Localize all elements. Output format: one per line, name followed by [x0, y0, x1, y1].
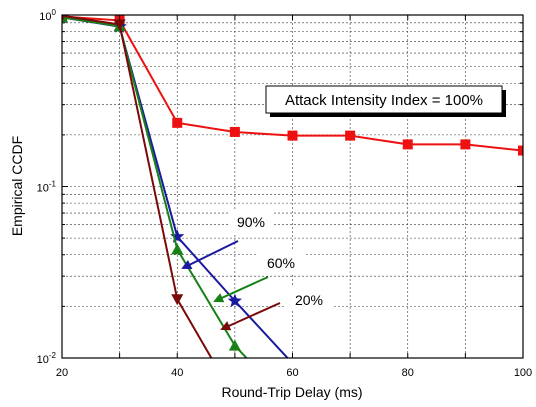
annotation-box [265, 85, 503, 114]
data-point-triangle-down [62, 15, 66, 22]
annotation-1: 90% [181, 209, 274, 269]
series-3 [62, 15, 213, 358]
x-tick-label: 20 [56, 367, 68, 379]
data-point-square [402, 139, 413, 150]
data-point-triangle-up [171, 243, 184, 255]
annotation-text: Attack Intensity Index = 100% [285, 92, 483, 109]
x-tick-label: 80 [402, 367, 414, 379]
data-point-square [229, 126, 240, 137]
data-point-square [460, 139, 471, 150]
data-point-triangle-up [287, 401, 299, 407]
annotation-arrow [220, 302, 281, 331]
annotation-box [228, 209, 274, 233]
x-tick-label: 100 [514, 367, 532, 379]
x-tick-label: 40 [171, 367, 183, 379]
y-tick-label: 10-1 [37, 180, 57, 195]
data-point-star [170, 229, 185, 243]
annotation-0: Attack Intensity Index = 100% [265, 85, 506, 117]
data-point-star [227, 293, 242, 308]
y-axis-label: Empirical CCDF [9, 136, 25, 236]
annotation-box [286, 287, 332, 311]
tick-layer: 20 40 60 80 100 10-2 10-1 100 [37, 8, 533, 379]
data-point-triangle-down [171, 294, 184, 306]
data-point-square [172, 117, 183, 128]
annotation-text: 20% [295, 292, 323, 308]
annotation-2: 60% [213, 250, 304, 303]
x-axis-label: Round-Trip Delay (ms) [221, 384, 362, 400]
annotation-arrow [213, 276, 269, 303]
data-point-triangle-down [113, 19, 126, 31]
series-line [62, 15, 213, 358]
series-2 [62, 15, 299, 407]
annotation-layer: Attack Intensity Index = 100% 90% 60% 20% [181, 85, 506, 331]
series-layer [62, 15, 523, 407]
y-tick-label: 10-2 [37, 351, 57, 366]
annotation-text: 90% [237, 214, 265, 230]
annotation-text: 60% [267, 255, 295, 271]
data-point-triangle-up [228, 339, 241, 351]
annotation-box [258, 250, 304, 274]
y-tick-label: 100 [39, 8, 56, 23]
annotation-3: 20% [220, 287, 332, 331]
data-point-square [518, 145, 523, 156]
data-point-square [345, 130, 356, 141]
annotation-arrow [181, 240, 239, 269]
x-tick-label: 60 [286, 367, 298, 379]
data-point-square [287, 130, 298, 141]
